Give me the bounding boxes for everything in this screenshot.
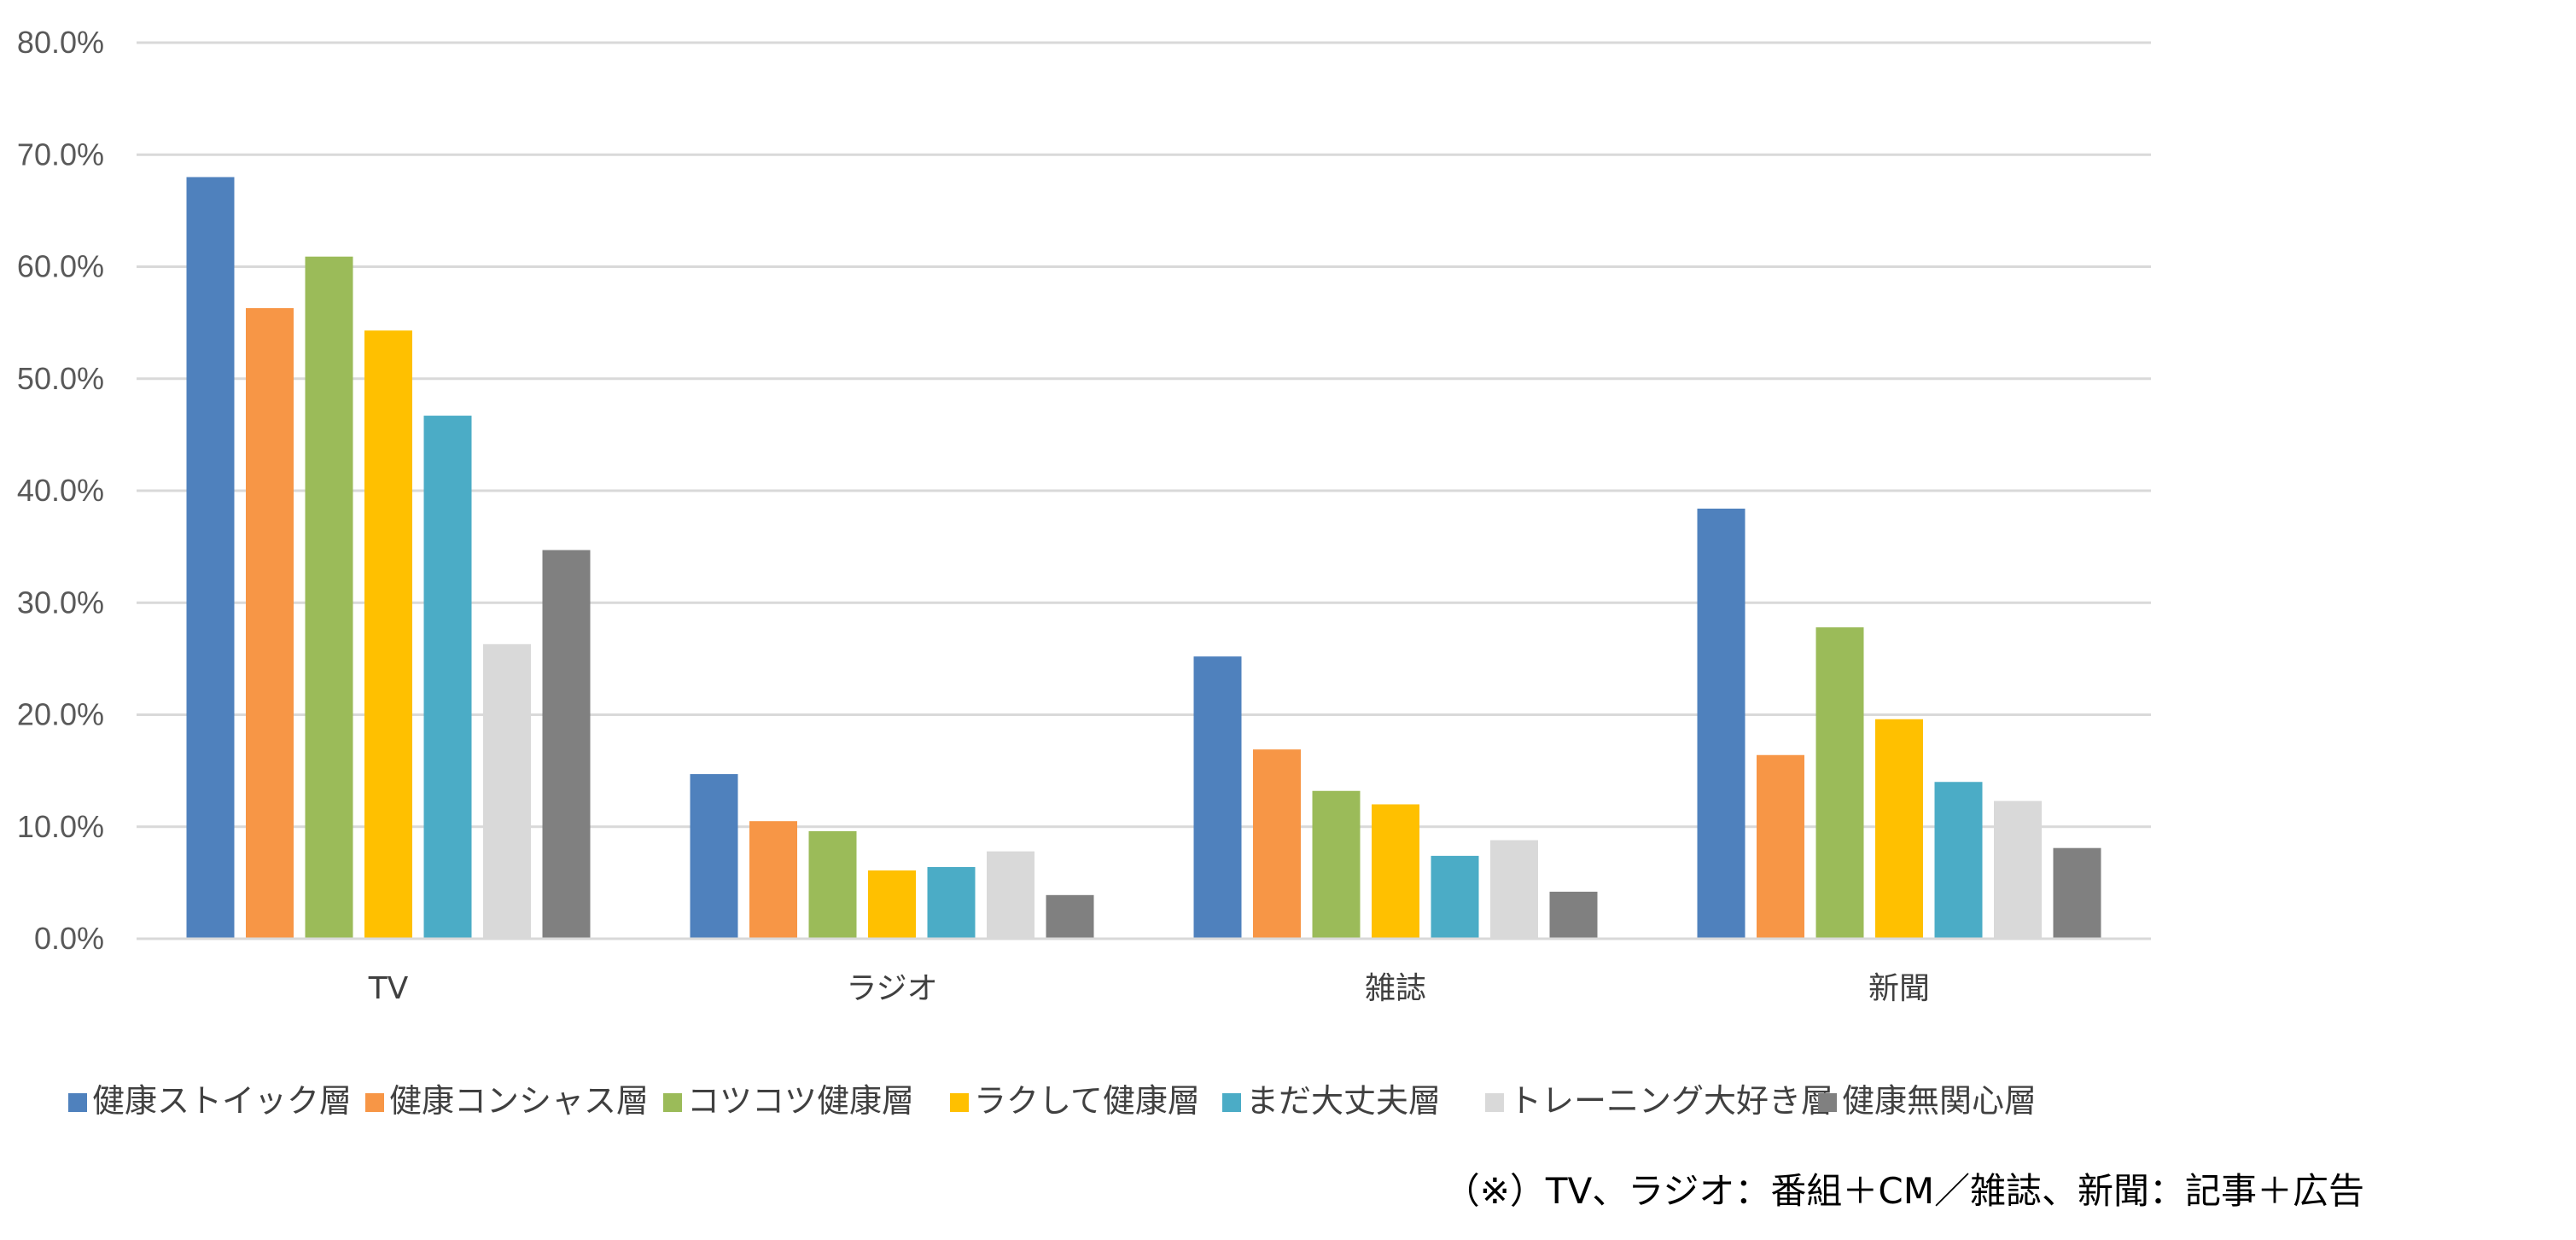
y-tick-label: 0.0%	[34, 921, 104, 956]
bar	[690, 774, 738, 939]
y-axis-ticks: 0.0% 10.0% 20.0% 30.0% 40.0% 50.0% 60.0% 70.0% 8…	[17, 25, 104, 956]
legend-swatch	[663, 1093, 682, 1112]
bar	[1431, 855, 1479, 939]
legend-swatch	[1818, 1093, 1837, 1112]
bar	[1934, 782, 1983, 939]
bar	[1815, 627, 1864, 939]
legend-swatch	[1485, 1093, 1504, 1112]
bar	[868, 870, 916, 939]
bar	[749, 821, 797, 939]
bar	[1193, 656, 1242, 939]
bar	[1372, 804, 1419, 939]
bar	[1253, 749, 1301, 939]
x-tick-label: 新聞	[1868, 971, 1930, 1006]
y-tick-label: 60.0%	[17, 249, 104, 284]
legend: 健康ストイック層 健康コンシャス層 コツコツ健康層 ラクして健康層 まだ大丈夫層 トレーニ…	[68, 1082, 2037, 1120]
bar	[246, 308, 294, 939]
gridlines	[137, 41, 2151, 829]
legend-label: コツコツ健康層	[687, 1082, 914, 1120]
y-tick-label: 10.0%	[17, 809, 104, 844]
legend-swatch	[1222, 1093, 1241, 1112]
bar	[1757, 754, 1804, 939]
y-tick-label: 50.0%	[17, 361, 104, 396]
y-tick-label: 30.0%	[17, 585, 104, 620]
y-tick-label: 80.0%	[17, 25, 104, 60]
y-tick-label: 70.0%	[17, 137, 104, 172]
legend-label: 健康無関心層	[1842, 1082, 2037, 1120]
bar	[927, 867, 976, 939]
bar	[1490, 840, 1538, 939]
bar	[1875, 719, 1923, 939]
bar	[1994, 800, 2042, 939]
legend-swatch	[365, 1093, 384, 1112]
y-tick-label: 40.0%	[17, 473, 104, 508]
bar	[1046, 894, 1094, 939]
bar	[808, 831, 857, 939]
bar	[305, 256, 353, 939]
bar	[483, 643, 531, 939]
bar	[987, 851, 1034, 939]
bars	[186, 177, 2101, 939]
x-tick-label: ラジオ	[846, 971, 937, 1006]
bar	[186, 177, 235, 939]
legend-label: 健康コンシャス層	[389, 1082, 649, 1120]
bar	[542, 550, 591, 939]
legend-label: まだ大丈夫層	[1246, 1082, 1441, 1120]
bar	[1312, 790, 1361, 939]
legend-swatch	[950, 1093, 969, 1112]
x-axis-ticks: TV ラジオ 雑誌 新聞	[368, 971, 1930, 1006]
bar	[364, 330, 412, 939]
y-tick-label: 20.0%	[17, 697, 104, 732]
x-tick-label: 雑誌	[1365, 971, 1426, 1006]
legend-label: トレーニング大好き層	[1509, 1082, 1833, 1120]
bar	[423, 416, 472, 939]
legend-label: ラクして健康層	[974, 1082, 1200, 1120]
bar	[1549, 891, 1598, 939]
footnote: （※）TV、ラジオ：番組＋CM／雑誌、新聞：記事＋広告	[1444, 1170, 2364, 1212]
legend-swatch	[68, 1093, 87, 1112]
bar	[2053, 847, 2101, 939]
legend-label: 健康ストイック層	[92, 1082, 352, 1120]
bar	[1697, 509, 1746, 939]
x-tick-label: TV	[368, 971, 409, 1006]
